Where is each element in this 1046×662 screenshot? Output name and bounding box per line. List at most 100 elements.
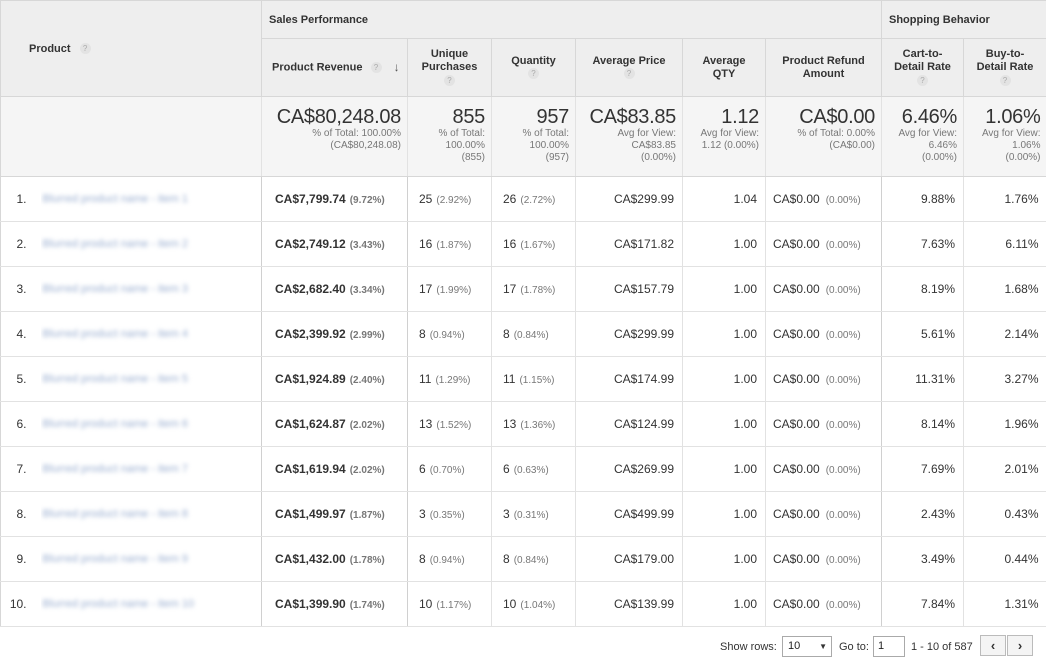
average-qty-cell: 1.00 (682, 581, 766, 627)
buy-to-detail-rate-column-header[interactable]: Buy-to-Detail Rate ? (963, 38, 1046, 97)
help-icon[interactable]: ? (444, 74, 455, 86)
average-qty-column-header[interactable]: Average QTY (682, 38, 766, 97)
product-refund-amount-label: Product Refund Amount (782, 54, 865, 80)
unique-purchases-value: 11 (419, 372, 432, 386)
product-link[interactable]: Blurred product name - item 2 (42, 238, 189, 250)
product-link-cell[interactable]: Blurred product name - item 5 (40, 356, 262, 402)
help-icon[interactable]: ? (370, 61, 382, 73)
product-refund-amount-column-header[interactable]: Product Refund Amount (765, 38, 882, 97)
product-revenue-percent: (2.02%) (349, 420, 385, 431)
unique-purchases-cell: 16 (1.87%) (407, 221, 492, 267)
product-revenue-cell: CA$2,749.12 (3.43%) (261, 221, 408, 267)
product-link[interactable]: Blurred product name - item 3 (42, 283, 189, 295)
unique-purchases-value: 16 (419, 237, 433, 251)
help-icon[interactable]: ? (917, 74, 928, 86)
product-link[interactable]: Blurred product name - item 7 (42, 463, 189, 475)
buy-to-detail-rate-cell: 1.68% (963, 266, 1046, 312)
quantity-percent: (1.04%) (520, 600, 556, 611)
previous-page-button[interactable]: ‹ (980, 635, 1006, 656)
shopping-behavior-group-header: Shopping Behavior (881, 0, 1046, 39)
cart-to-detail-rate-cell: 11.31% (881, 356, 964, 402)
buy-to-detail-rate-cell: 1.76% (963, 176, 1046, 222)
product-revenue-value: CA$1,924.89 (275, 372, 346, 386)
unique-purchases-cell: 13 (1.52%) (407, 401, 492, 447)
quantity-value: 17 (503, 282, 517, 296)
product-link[interactable]: Blurred product name - item 4 (42, 328, 189, 340)
average-price-cell: CA$171.82 (575, 221, 683, 267)
buy-to-detail-rate-cell: 0.44% (963, 536, 1046, 582)
product-link[interactable]: Blurred product name - item 5 (42, 373, 189, 385)
product-link-cell[interactable]: Blurred product name - item 10 (40, 581, 262, 627)
product-link[interactable]: Blurred product name - item 10 (42, 598, 195, 610)
help-icon[interactable]: ? (999, 74, 1011, 86)
table-row: 2. Blurred product name - item 2 CA$2,749.… (0, 221, 1046, 267)
product-link-cell[interactable]: Blurred product name - item 8 (40, 491, 262, 537)
product-link-cell[interactable]: Blurred product name - item 3 (40, 266, 262, 312)
product-revenue-percent: (1.78%) (349, 555, 385, 566)
quantity-value: 11 (503, 372, 516, 386)
totals-product-revenue: CA$80,248.08 % of Total: 100.00% (CA$80,… (261, 96, 408, 177)
product-revenue-percent: (3.34%) (349, 285, 385, 296)
sales-performance-group-header: Sales Performance (261, 0, 882, 39)
totals-product-refund-amount: CA$0.00 % of Total: 0.00% (CA$0.00) (765, 96, 882, 177)
totals-unique-purchases: 855 % of Total: 100.00% (855) (407, 96, 492, 177)
product-refund-percent: (0.00%) (825, 600, 861, 611)
product-revenue-percent: (2.99%) (349, 330, 385, 341)
average-price-column-header[interactable]: Average Price ? (575, 38, 683, 97)
help-icon[interactable]: ? (528, 68, 539, 80)
next-page-button[interactable]: › (1007, 635, 1033, 656)
cart-to-detail-rate-column-header[interactable]: Cart-to-Detail Rate ? (881, 38, 964, 97)
unique-purchases-label: Unique Purchases (421, 48, 478, 73)
product-column-header[interactable]: Product ? (0, 0, 262, 97)
average-price-cell: CA$299.99 (575, 176, 683, 222)
product-link[interactable]: Blurred product name - item 8 (42, 508, 189, 520)
cart-to-detail-rate-cell: 8.14% (881, 401, 964, 447)
totals-cart-to-detail-rate: 6.46% Avg for View: 6.46% (0.00%) (881, 96, 964, 177)
row-index: 5. (0, 356, 41, 402)
product-link[interactable]: Blurred product name - item 1 (42, 193, 189, 205)
goto-page-input[interactable]: 1 (873, 636, 905, 657)
quantity-column-header[interactable]: Quantity ? (491, 38, 576, 97)
product-refund-cell: CA$0.00 (0.00%) (765, 221, 882, 267)
row-index: 7. (0, 446, 41, 492)
product-revenue-column-header[interactable]: Product Revenue ? ↓ (261, 38, 408, 97)
product-revenue-cell: CA$1,499.97 (1.87%) (261, 491, 408, 537)
product-refund-value: CA$0.00 (773, 372, 820, 386)
average-qty-cell: 1.00 (682, 401, 766, 447)
table-row: 4. Blurred product name - item 4 CA$2,399.… (0, 311, 1046, 357)
quantity-value: 10 (503, 597, 517, 611)
quantity-percent: (1.67%) (520, 240, 556, 251)
unique-purchases-value: 8 (419, 552, 426, 566)
unique-purchases-column-header[interactable]: Unique Purchases ? (407, 38, 492, 97)
product-refund-cell: CA$0.00 (0.00%) (765, 581, 882, 627)
unique-purchases-percent: (1.29%) (435, 375, 471, 386)
product-link-cell[interactable]: Blurred product name - item 7 (40, 446, 262, 492)
product-revenue-cell: CA$2,682.40 (3.34%) (261, 266, 408, 312)
buy-to-detail-rate-label: Buy-to-Detail Rate (976, 48, 1034, 73)
product-link[interactable]: Blurred product name - item 6 (42, 418, 189, 430)
product-link-cell[interactable]: Blurred product name - item 6 (40, 401, 262, 447)
quantity-value: 8 (503, 552, 510, 566)
product-link-cell[interactable]: Blurred product name - item 4 (40, 311, 262, 357)
quantity-value: 3 (503, 507, 510, 521)
sort-descending-icon[interactable]: ↓ (393, 59, 400, 74)
product-link[interactable]: Blurred product name - item 9 (42, 553, 189, 565)
pagination-bar: Show rows: 10 ▼ Go to: 1 1 - 10 of 587 ‹… (0, 627, 1046, 662)
help-icon[interactable]: ? (79, 43, 91, 55)
show-rows-select[interactable]: 10 ▼ (782, 636, 832, 657)
product-revenue-cell: CA$1,624.87 (2.02%) (261, 401, 408, 447)
product-refund-value: CA$0.00 (773, 552, 820, 566)
chevron-left-icon: ‹ (990, 638, 996, 653)
product-link-cell[interactable]: Blurred product name - item 2 (40, 221, 262, 267)
product-link-cell[interactable]: Blurred product name - item 9 (40, 536, 262, 582)
help-icon[interactable]: ? (623, 68, 635, 80)
quantity-cell: 17 (1.78%) (491, 266, 576, 312)
quantity-percent: (0.31%) (513, 510, 549, 521)
average-qty-cell: 1.04 (682, 176, 766, 222)
product-revenue-percent: (2.02%) (349, 465, 385, 476)
unique-purchases-cell: 3 (0.35%) (407, 491, 492, 537)
table-row: 10. Blurred product name - item 10 CA$1,39… (0, 581, 1046, 627)
chevron-right-icon: › (1017, 638, 1023, 653)
product-link-cell[interactable]: Blurred product name - item 1 (40, 176, 262, 222)
product-revenue-percent: (1.74%) (349, 600, 385, 611)
